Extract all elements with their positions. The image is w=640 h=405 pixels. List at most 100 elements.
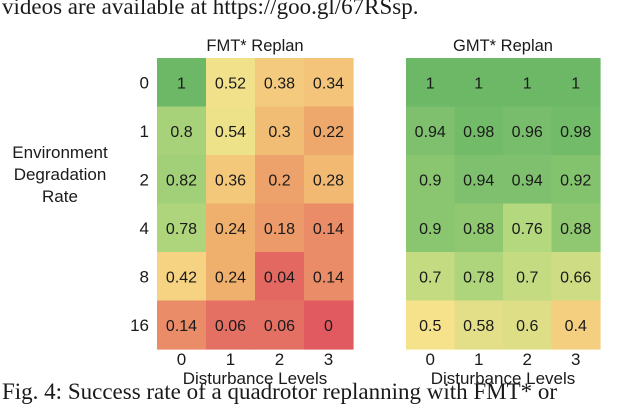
gmt-cell-value-r0-c0: 1 bbox=[426, 75, 435, 92]
y-tick-3: 4 bbox=[140, 219, 149, 238]
fmt-cell-r3-c1 bbox=[206, 203, 256, 253]
fmt-cell-r3-c3 bbox=[304, 203, 354, 253]
gmt-cell-value-r3-c0: 0.9 bbox=[419, 221, 441, 238]
y-axis-label-line-3: Rate bbox=[42, 187, 78, 206]
fmt-cell-r5-c0 bbox=[157, 300, 207, 350]
fmt-cell-value-r5-c2: 0.06 bbox=[264, 318, 295, 335]
gmt-cell-value-r4-c1: 0.78 bbox=[463, 269, 494, 286]
fmt-title: FMT* Replan bbox=[206, 37, 303, 55]
gmt-x-tick-0: 0 bbox=[426, 350, 435, 369]
gmt-cell-r2-c0 bbox=[406, 155, 456, 205]
fmt-cell-value-r0-c1: 0.52 bbox=[215, 75, 246, 92]
gmt-cell-value-r0-c3: 1 bbox=[571, 75, 580, 92]
gmt-x-tick-3: 3 bbox=[571, 350, 580, 369]
fmt-cell-r0-c2 bbox=[255, 58, 305, 108]
gmt-cell-value-r5-c1: 0.58 bbox=[463, 318, 494, 335]
fmt-cell-value-r0-c0: 1 bbox=[177, 75, 186, 92]
gmt-cell-value-r1-c0: 0.94 bbox=[415, 124, 446, 141]
fmt-cell-value-r3-c0: 0.78 bbox=[166, 221, 197, 238]
gmt-cell-r0-c0 bbox=[406, 58, 456, 108]
gmt-cell-r0-c1 bbox=[454, 58, 504, 108]
fmt-cell-value-r1-c1: 0.54 bbox=[215, 124, 246, 141]
fmt-cell-r1-c1 bbox=[206, 106, 256, 156]
fmt-cell-value-r5-c3: 0 bbox=[324, 318, 333, 335]
gmt-cell-r3-c2 bbox=[503, 203, 553, 253]
gmt-cell-r0-c3 bbox=[551, 58, 601, 108]
gmt-title: GMT* Replan bbox=[453, 37, 553, 55]
fmt-cell-r3-c0 bbox=[157, 203, 207, 253]
gmt-x-tick-2: 2 bbox=[523, 350, 532, 369]
fmt-cell-r2-c2 bbox=[255, 155, 305, 205]
fmt-cell-r2-c3 bbox=[304, 155, 354, 205]
fmt-cell-r0-c1 bbox=[206, 58, 256, 108]
gmt-cell-r4-c0 bbox=[406, 252, 456, 302]
y-tick-4: 8 bbox=[140, 267, 149, 286]
gmt-cell-value-r5-c3: 0.4 bbox=[565, 318, 587, 335]
fmt-cell-r1-c0 bbox=[157, 106, 207, 156]
gmt-cell-value-r4-c2: 0.7 bbox=[516, 269, 538, 286]
fmt-cell-r2-c1 bbox=[206, 155, 256, 205]
y-tick-0: 0 bbox=[140, 73, 149, 92]
gmt-cell-r1-c3 bbox=[551, 106, 601, 156]
gmt-cell-value-r5-c0: 0.5 bbox=[419, 318, 441, 335]
gmt-cell-value-r1-c3: 0.98 bbox=[560, 124, 591, 141]
gmt-cell-r1-c0 bbox=[406, 106, 456, 156]
gmt-cell-value-r4-c0: 0.7 bbox=[419, 269, 441, 286]
gmt-cell-r4-c1 bbox=[454, 252, 504, 302]
gmt-cell-r5-c2 bbox=[503, 300, 553, 350]
fmt-cell-r3-c2 bbox=[255, 203, 305, 253]
fmt-cell-value-r4-c3: 0.14 bbox=[313, 269, 344, 286]
gmt-cell-value-r2-c0: 0.9 bbox=[419, 172, 441, 189]
fmt-cell-r0-c3 bbox=[304, 58, 354, 108]
y-tick-1: 1 bbox=[140, 122, 149, 141]
fmt-cell-value-r2-c1: 0.36 bbox=[215, 172, 246, 189]
fmt-x-tick-1: 1 bbox=[226, 350, 235, 369]
fmt-x-tick-0: 0 bbox=[177, 350, 186, 369]
gmt-cell-r3-c3 bbox=[551, 203, 601, 253]
fmt-cell-r4-c2 bbox=[255, 252, 305, 302]
y-tick-2: 2 bbox=[140, 170, 149, 189]
fmt-cell-value-r1-c3: 0.22 bbox=[313, 124, 344, 141]
fmt-cell-r1-c2 bbox=[255, 106, 305, 156]
caption-bottom-line: Fig. 4: Success rate of a quadrotor repl… bbox=[2, 379, 558, 404]
fmt-cell-r0-c0 bbox=[157, 58, 207, 108]
fmt-cell-value-r3-c3: 0.14 bbox=[313, 221, 344, 238]
fmt-cell-value-r5-c1: 0.06 bbox=[215, 318, 246, 335]
fmt-cell-value-r0-c2: 0.38 bbox=[264, 75, 295, 92]
gmt-cell-value-r2-c3: 0.92 bbox=[560, 172, 591, 189]
fmt-cell-value-r4-c2: 0.04 bbox=[264, 269, 295, 286]
y-axis-label-line-1: Environment bbox=[12, 143, 108, 162]
fmt-cell-r5-c2 bbox=[255, 300, 305, 350]
fmt-cell-r2-c0 bbox=[157, 155, 207, 205]
fmt-cell-value-r2-c3: 0.28 bbox=[313, 172, 344, 189]
gmt-cell-value-r0-c2: 1 bbox=[523, 75, 532, 92]
y-axis-label-line-2: Degradation bbox=[13, 165, 107, 184]
fmt-cell-value-r3-c1: 0.24 bbox=[215, 221, 246, 238]
fmt-cell-r4-c3 bbox=[304, 252, 354, 302]
fmt-cell-value-r5-c0: 0.14 bbox=[166, 318, 197, 335]
fmt-cell-r1-c3 bbox=[304, 106, 354, 156]
gmt-cell-r3-c0 bbox=[406, 203, 456, 253]
fmt-x-axis-label: Disturbance Levels bbox=[183, 369, 328, 388]
gmt-cell-r1-c2 bbox=[503, 106, 553, 156]
fmt-x-tick-2: 2 bbox=[275, 350, 284, 369]
fmt-cell-r5-c3 bbox=[304, 300, 354, 350]
gmt-cell-value-r0-c1: 1 bbox=[474, 75, 483, 92]
gmt-cell-r3-c1 bbox=[454, 203, 504, 253]
gmt-cell-value-r5-c2: 0.6 bbox=[516, 318, 538, 335]
fmt-cell-value-r2-c2: 0.2 bbox=[268, 172, 290, 189]
fmt-cell-r4-c0 bbox=[157, 252, 207, 302]
fmt-cell-value-r1-c0: 0.8 bbox=[170, 124, 192, 141]
gmt-cell-r2-c3 bbox=[551, 155, 601, 205]
fmt-cell-value-r3-c2: 0.18 bbox=[264, 221, 295, 238]
y-tick-5: 16 bbox=[130, 316, 149, 335]
gmt-cell-value-r2-c1: 0.94 bbox=[463, 172, 494, 189]
fmt-cell-value-r4-c1: 0.24 bbox=[215, 269, 246, 286]
gmt-cell-r2-c1 bbox=[454, 155, 504, 205]
gmt-cell-r1-c1 bbox=[454, 106, 504, 156]
gmt-cell-value-r3-c2: 0.76 bbox=[512, 221, 543, 238]
fmt-cell-value-r1-c2: 0.3 bbox=[268, 124, 290, 141]
gmt-cell-value-r1-c1: 0.98 bbox=[463, 124, 494, 141]
fmt-cell-value-r0-c3: 0.34 bbox=[313, 75, 344, 92]
